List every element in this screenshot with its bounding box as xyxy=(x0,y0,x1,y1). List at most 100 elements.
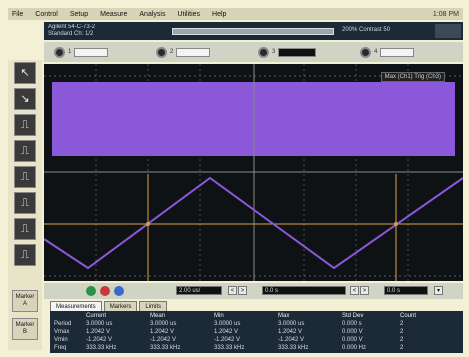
waveform-canvas xyxy=(44,64,463,281)
menu-measure[interactable]: Measure xyxy=(100,10,128,18)
tab-limits[interactable]: Limits xyxy=(139,301,168,311)
table-cell: 3.0000 us xyxy=(86,321,113,327)
table-cell: -1.2042 V xyxy=(150,337,177,343)
table-cell: Freq xyxy=(54,345,67,351)
zoom-icon[interactable]: ↘ xyxy=(14,88,36,110)
table-cell: 333.33 kHz xyxy=(214,345,245,351)
marker-b-line1: Marker xyxy=(15,322,35,328)
pointer-icon[interactable]: ↖ xyxy=(14,62,36,84)
marker-a-line1: Marker xyxy=(15,294,35,300)
trigger-level-field[interactable]: 0.0 s xyxy=(384,286,428,295)
channel-3-label: 3 xyxy=(272,49,276,55)
tool-column: ↖ ↘ ⎍ ⎍ ⎍ ⎍ ⎍ ⎍ Marker A Marker B xyxy=(8,60,42,350)
table-cell: 3.0000 us xyxy=(214,321,241,327)
acquisition-mode: Standard Ch: 1/2 xyxy=(48,31,94,37)
table-cell: 2 xyxy=(400,329,404,335)
marker-b-line2: B xyxy=(22,329,27,335)
menu-setup[interactable]: Setup xyxy=(69,10,89,18)
channel-1-label: 1 xyxy=(68,49,72,55)
menu-help[interactable]: Help xyxy=(212,10,227,18)
channel-controls: 1 2 3 4 xyxy=(44,42,463,62)
menu-analysis[interactable]: Analysis xyxy=(139,10,166,18)
channel-1-knob-icon[interactable] xyxy=(54,46,65,58)
table-cell: 1.2042 V xyxy=(150,329,175,335)
timebase-decrease-button[interactable]: < xyxy=(228,286,237,295)
table-cell: 3.0000 us xyxy=(150,321,177,327)
contrast-readout: 200% Contrast 50 xyxy=(342,27,391,33)
table-cell: Vmin xyxy=(54,337,68,343)
table-cell: 333.33 kHz xyxy=(86,345,117,351)
marker-b-button[interactable]: Marker B xyxy=(12,318,38,340)
marker-a-point xyxy=(146,222,150,226)
table-cell: 1.2042 V xyxy=(86,329,111,335)
table-cell: 1.2042 V xyxy=(214,329,239,335)
run-icon[interactable] xyxy=(86,286,96,296)
menu-file[interactable]: File xyxy=(12,10,24,18)
channel-4-knob-icon[interactable] xyxy=(360,46,371,58)
channel-2-scale[interactable] xyxy=(176,47,211,57)
timebase-field[interactable]: 2.00 us/ xyxy=(176,286,222,295)
stop-icon[interactable] xyxy=(100,286,110,296)
delay-field[interactable]: 0.0 s xyxy=(262,286,346,295)
table-cell: -1.2042 V xyxy=(86,337,113,343)
waveform-display[interactable]: Max (Ch1) Trig (Ch3) xyxy=(44,64,463,281)
menu-bar: File Control Setup Measure Analysis Util… xyxy=(8,8,463,20)
channel-3-knob-icon[interactable] xyxy=(258,46,269,58)
single-icon[interactable] xyxy=(114,286,124,296)
header-cell: Std Dev xyxy=(342,313,364,319)
clock-readout: 1:08 PM xyxy=(432,10,459,18)
table-cell: Period xyxy=(54,321,72,327)
measurement-table: Current Mean Min Max Std Dev Count Perio… xyxy=(50,311,463,353)
table-cell: -1.2042 V xyxy=(214,337,241,343)
marker-a-button[interactable]: Marker A xyxy=(12,290,38,312)
table-cell: 333.33 kHz xyxy=(150,345,181,351)
channel-3-scale[interactable] xyxy=(278,47,317,57)
channel-4-control[interactable]: 4 xyxy=(360,44,415,60)
pulse-trigger-icon[interactable]: ⎍ xyxy=(14,140,36,162)
channel-3-control[interactable]: 3 xyxy=(258,44,317,60)
header-cell: Max xyxy=(278,313,290,319)
table-cell: 0.000 Hz xyxy=(342,345,367,351)
header-cell: Count xyxy=(400,313,417,319)
marker-b-point xyxy=(394,222,398,226)
runt-trigger-icon[interactable]: ⎍ xyxy=(14,166,36,188)
status-bar: Agilent 54-C-73-2 Standard Ch: 1/2 200% … xyxy=(44,22,463,40)
header-cell: Min xyxy=(214,313,224,319)
delay-right-button[interactable]: > xyxy=(360,286,369,295)
table-cell: 1.2042 V xyxy=(278,329,303,335)
delay-left-button[interactable]: < xyxy=(350,286,359,295)
tab-measurements[interactable]: Measurements xyxy=(50,301,102,311)
menu-control[interactable]: Control xyxy=(35,10,58,18)
timebase-controls: 2.00 us/ < > 0.0 s < > 0.0 s ▾ xyxy=(44,283,463,299)
table-cell: 3.0000 us xyxy=(278,321,305,327)
channel-2-triangle-trace xyxy=(44,176,463,270)
glitch-trigger-icon[interactable]: ⎍ xyxy=(14,192,36,214)
acquisition-progress-bar xyxy=(172,28,334,35)
channel-2-knob-icon[interactable] xyxy=(156,46,167,58)
table-cell: 333.33 kHz xyxy=(278,345,309,351)
pattern-trigger-icon[interactable]: ⎍ xyxy=(14,218,36,240)
run-stop-icon[interactable] xyxy=(435,24,461,38)
marker-a-line2: A xyxy=(22,301,27,307)
table-cell: 0.000 V xyxy=(342,329,363,335)
timebase-increase-button[interactable]: > xyxy=(238,286,247,295)
table-cell: 0.000 s xyxy=(342,321,362,327)
header-cell: Mean xyxy=(150,313,166,319)
channel-2-label: 2 xyxy=(170,49,174,55)
tab-markers[interactable]: Markers xyxy=(103,301,138,311)
table-cell: 2 xyxy=(400,321,404,327)
channel-4-label: 4 xyxy=(374,49,378,55)
channel-2-control[interactable]: 2 xyxy=(156,44,211,60)
channel-1-control[interactable]: 1 xyxy=(54,44,109,60)
table-cell: 2 xyxy=(400,345,404,351)
table-cell: Vmax xyxy=(54,329,70,335)
trigger-menu-button[interactable]: ▾ xyxy=(434,286,443,295)
table-cell: 2 xyxy=(400,337,404,343)
menu-utilities[interactable]: Utilities xyxy=(177,10,201,18)
instrument-info: Agilent 54-C-73-2 Standard Ch: 1/2 xyxy=(48,24,168,38)
channel-1-scale[interactable] xyxy=(74,47,109,57)
display-scale-label: Max (Ch1) Trig (Ch3) xyxy=(380,72,445,82)
channel-4-scale[interactable] xyxy=(380,47,415,57)
edge-trigger-icon[interactable]: ⎍ xyxy=(14,114,36,136)
state-trigger-icon[interactable]: ⎍ xyxy=(14,244,36,266)
